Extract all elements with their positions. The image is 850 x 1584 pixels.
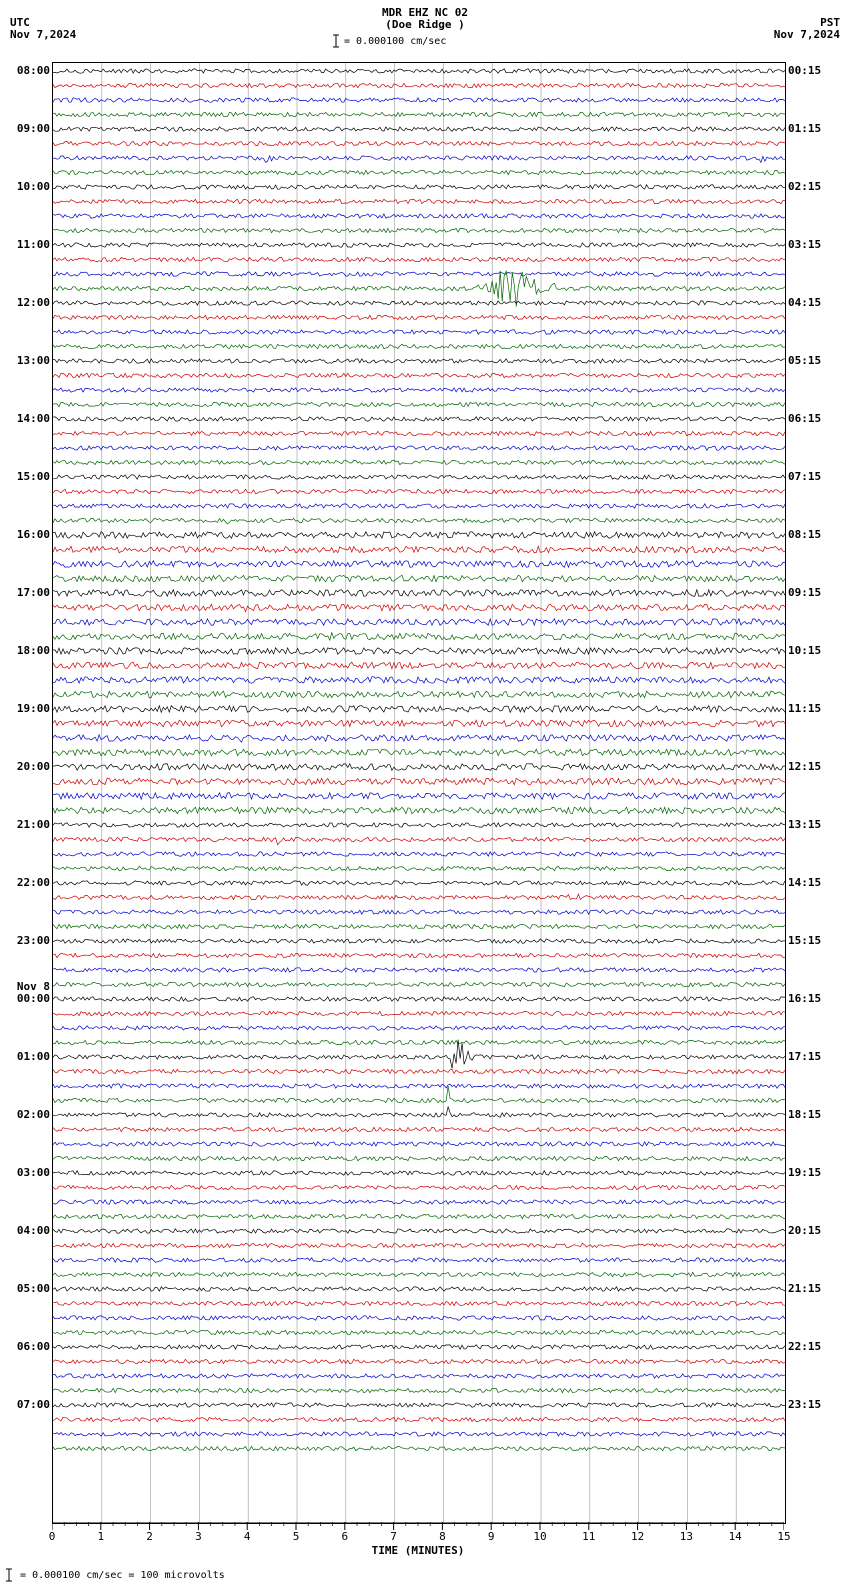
scale-bar-icon xyxy=(332,34,340,48)
pst-hour-label: 20:15 xyxy=(788,1224,821,1237)
utc-hour-label: 00:00 xyxy=(2,992,50,1005)
utc-hour-label: 04:00 xyxy=(2,1224,50,1237)
x-tick-label: 0 xyxy=(49,1530,56,1543)
utc-hour-label: 20:00 xyxy=(2,760,50,773)
utc-hour-label: 14:00 xyxy=(2,412,50,425)
utc-hour-label: 10:00 xyxy=(2,180,50,193)
utc-hour-label: 09:00 xyxy=(2,122,50,135)
seismogram-container: MDR EHZ NC 02 (Doe Ridge ) = 0.000100 cm… xyxy=(0,0,850,1584)
utc-hour-label: 06:00 xyxy=(2,1340,50,1353)
pst-hour-label: 02:15 xyxy=(788,180,821,193)
pst-hour-label: 13:15 xyxy=(788,818,821,831)
utc-hour-label: 16:00 xyxy=(2,528,50,541)
pst-hour-label: 10:15 xyxy=(788,644,821,657)
x-tick-label: 8 xyxy=(439,1530,446,1543)
utc-hour-label: 22:00 xyxy=(2,876,50,889)
x-tick-label: 10 xyxy=(533,1530,546,1543)
pst-hour-label: 12:15 xyxy=(788,760,821,773)
x-tick-label: 4 xyxy=(244,1530,251,1543)
utc-hour-label: 13:00 xyxy=(2,354,50,367)
x-tick-label: 9 xyxy=(488,1530,495,1543)
utc-hour-label: 03:00 xyxy=(2,1166,50,1179)
pst-hour-label: 18:15 xyxy=(788,1108,821,1121)
utc-hour-label: 15:00 xyxy=(2,470,50,483)
pst-hour-label: 00:15 xyxy=(788,64,821,77)
x-axis-ticks xyxy=(52,1522,784,1538)
pst-hour-label: 21:15 xyxy=(788,1282,821,1295)
utc-hour-label: 07:00 xyxy=(2,1398,50,1411)
pst-date: Nov 7,2024 xyxy=(774,28,840,41)
x-tick-label: 12 xyxy=(631,1530,644,1543)
x-tick-label: 15 xyxy=(777,1530,790,1543)
x-tick-label: 14 xyxy=(729,1530,742,1543)
footer-text: = 0.000100 cm/sec = 100 microvolts xyxy=(20,1570,225,1581)
seismogram-plot xyxy=(52,62,786,1524)
pst-hour-label: 07:15 xyxy=(788,470,821,483)
pst-hour-label: 06:15 xyxy=(788,412,821,425)
pst-hour-label: 22:15 xyxy=(788,1340,821,1353)
footer-scale: = 0.000100 cm/sec = 100 microvolts xyxy=(4,1568,225,1582)
pst-hour-label: 03:15 xyxy=(788,238,821,251)
utc-date: Nov 7,2024 xyxy=(10,28,76,41)
pst-hour-label: 04:15 xyxy=(788,296,821,309)
x-tick-label: 11 xyxy=(582,1530,595,1543)
x-axis: 0123456789101112131415 TIME (MINUTES) xyxy=(52,1522,784,1538)
utc-hour-label: 19:00 xyxy=(2,702,50,715)
pst-hour-label: 23:15 xyxy=(788,1398,821,1411)
utc-hour-label: 01:00 xyxy=(2,1050,50,1063)
utc-hour-label: 12:00 xyxy=(2,296,50,309)
x-tick-label: 3 xyxy=(195,1530,202,1543)
pst-hour-label: 01:15 xyxy=(788,122,821,135)
utc-hour-label: 23:00 xyxy=(2,934,50,947)
x-tick-label: 2 xyxy=(146,1530,153,1543)
pst-hour-label: 05:15 xyxy=(788,354,821,367)
x-tick-label: 1 xyxy=(97,1530,104,1543)
utc-hour-label: 18:00 xyxy=(2,644,50,657)
utc-hour-label: 11:00 xyxy=(2,238,50,251)
x-tick-label: 7 xyxy=(390,1530,397,1543)
x-tick-label: 6 xyxy=(341,1530,348,1543)
utc-hour-label: 17:00 xyxy=(2,586,50,599)
pst-hour-label: 08:15 xyxy=(788,528,821,541)
pst-hour-label: 09:15 xyxy=(788,586,821,599)
date-break-label: Nov 8 xyxy=(2,980,50,993)
pst-hour-label: 17:15 xyxy=(788,1050,821,1063)
utc-hour-label: 21:00 xyxy=(2,818,50,831)
scale-text: = 0.000100 cm/sec xyxy=(344,36,446,47)
utc-hour-label: 08:00 xyxy=(2,64,50,77)
pst-hour-label: 16:15 xyxy=(788,992,821,1005)
pst-hour-label: 11:15 xyxy=(788,702,821,715)
utc-hour-label: 05:00 xyxy=(2,1282,50,1295)
pst-hour-label: 14:15 xyxy=(788,876,821,889)
utc-hour-label: 02:00 xyxy=(2,1108,50,1121)
station-name: (Doe Ridge ) xyxy=(0,18,850,31)
x-axis-title: TIME (MINUTES) xyxy=(52,1544,784,1557)
x-tick-label: 13 xyxy=(680,1530,693,1543)
seismogram-traces xyxy=(53,63,785,1523)
x-tick-label: 5 xyxy=(293,1530,300,1543)
pst-hour-label: 19:15 xyxy=(788,1166,821,1179)
pst-hour-label: 15:15 xyxy=(788,934,821,947)
